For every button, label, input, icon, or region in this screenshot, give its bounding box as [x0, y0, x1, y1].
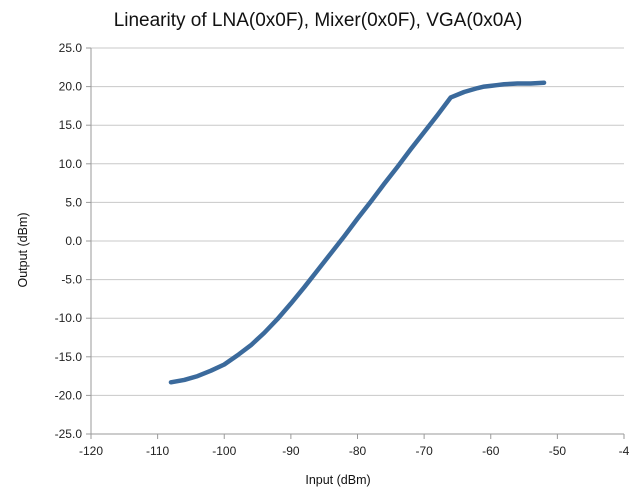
x-tick-label: -90	[282, 444, 300, 458]
y-tick-label: 0.0	[65, 234, 82, 248]
x-tick-label: -100	[212, 444, 236, 458]
series-line	[168, 80, 547, 385]
axes	[86, 47, 625, 439]
x-tick-label: -50	[549, 444, 567, 458]
x-axis-label: Input (dBm)	[305, 473, 370, 487]
x-tick-label: -4	[619, 444, 630, 458]
y-tick-label: 10.0	[59, 157, 83, 171]
y-tick-label: 15.0	[59, 118, 83, 132]
x-tick-label: -70	[415, 444, 433, 458]
x-tick-label: -60	[482, 444, 500, 458]
y-tick-label: -5.0	[61, 273, 82, 287]
series-layer	[168, 80, 547, 385]
y-tick-label: 5.0	[65, 195, 82, 209]
y-tick-label: -20.0	[55, 388, 83, 402]
chart-title: Linearity of LNA(0x0F), Mixer(0x0F), VGA…	[114, 10, 523, 31]
y-tick-label: 20.0	[59, 80, 83, 94]
y-tick-label: 25.0	[59, 41, 83, 55]
grid-lines	[91, 47, 624, 435]
y-axis-label: Output (dBm)	[16, 212, 30, 287]
y-tick-label: -10.0	[55, 311, 83, 325]
y-tick-labels: 25.0 20.0 15.0 10.0 5.0 0.0 -5.0 -10.0 -15.0 -20.…	[55, 41, 83, 441]
x-tick-labels: -120 -110 -100 -90 -80 -70 -60 -50 -4	[79, 444, 630, 458]
x-tick-label: -110	[146, 444, 169, 458]
y-tick-label: -15.0	[55, 350, 83, 364]
x-tick-label: -120	[79, 444, 103, 458]
y-tick-label: -25.0	[55, 427, 83, 441]
x-tick-label: -80	[349, 444, 367, 458]
